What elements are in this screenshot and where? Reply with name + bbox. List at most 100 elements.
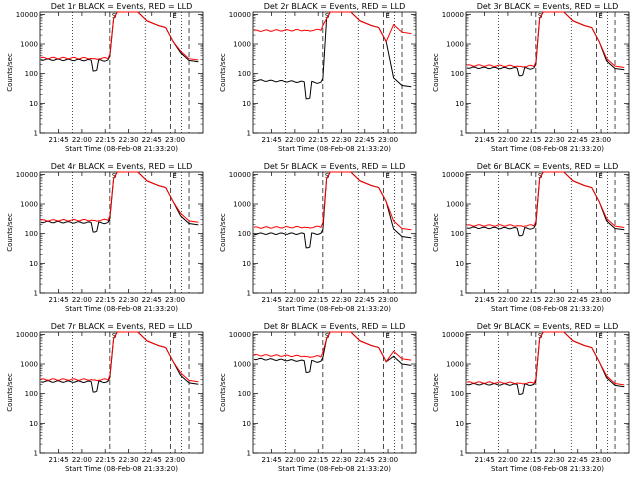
- lld-series-line: [466, 11, 625, 68]
- y-tick-label: 1: [247, 290, 251, 298]
- x-tick-label: 23:00: [378, 136, 398, 144]
- annotation-label: E: [598, 332, 602, 340]
- events-series-line: [253, 11, 412, 100]
- chart-panel: Det 3r BLACK = Events, RED = LLD 1 10 100 10…: [432, 2, 630, 153]
- chart-title: Det 9r BLACK = Events, RED = LLD: [477, 322, 619, 331]
- x-tick-label: 22:00: [498, 136, 518, 144]
- x-tick-label: 22:15: [521, 136, 541, 144]
- y-tick-label: 1: [460, 450, 464, 458]
- x-tick-label: 22:30: [544, 296, 564, 304]
- y-tick-label: 1: [247, 130, 251, 138]
- chart-title: Det 4r BLACK = Events, RED = LLD: [51, 162, 193, 171]
- annotation-label: S: [538, 332, 543, 340]
- x-tick-label: 22:30: [544, 136, 564, 144]
- x-tick-label: 22:45: [355, 136, 375, 144]
- events-series-line: [466, 331, 625, 395]
- x-tick-label: 22:30: [118, 456, 138, 464]
- y-tick-label: 1: [460, 130, 464, 138]
- y-axis-label: Counts/sec: [432, 53, 440, 92]
- x-tick-label: 22:45: [568, 456, 588, 464]
- plot-frame: [252, 331, 417, 454]
- x-axis-label: Start Time (08-Feb-08 21:33:20): [491, 145, 604, 153]
- x-axis-label: Start Time (08-Feb-08 21:33:20): [278, 465, 391, 473]
- x-tick-label: 22:45: [568, 136, 588, 144]
- x-tick-label: 22:15: [308, 136, 328, 144]
- x-tick-label: 21:45: [475, 136, 495, 144]
- x-tick-label: 22:15: [308, 296, 328, 304]
- y-tick-label: 1000: [446, 201, 464, 209]
- y-tick-label: 100: [238, 70, 251, 78]
- y-tick-label: 10000: [229, 171, 251, 179]
- y-tick-label: 10: [29, 420, 38, 428]
- x-tick-label: 21:45: [49, 296, 69, 304]
- x-axis-label: Start Time (08-Feb-08 21:33:20): [491, 305, 604, 313]
- x-tick-label: 22:15: [95, 456, 115, 464]
- annotation-label: E: [598, 172, 602, 180]
- events-series-line: [40, 11, 199, 72]
- y-axis-label: Counts/sec: [219, 373, 227, 412]
- y-tick-label: 10000: [442, 331, 464, 339]
- lld-series-line: [40, 171, 199, 223]
- y-tick-label: 10000: [442, 171, 464, 179]
- y-tick-label: 10: [242, 420, 251, 428]
- y-tick-label: 1000: [446, 361, 464, 369]
- chart-title: Det 3r BLACK = Events, RED = LLD: [477, 2, 619, 11]
- y-tick-label: 10000: [229, 11, 251, 19]
- chart-title: Det 6r BLACK = Events, RED = LLD: [477, 162, 619, 171]
- plot-frame: [465, 331, 630, 454]
- y-tick-label: 100: [238, 230, 251, 238]
- plot-frame: [39, 331, 204, 454]
- x-tick-label: 21:45: [475, 296, 495, 304]
- x-tick-label: 23:00: [165, 456, 185, 464]
- lld-series-line: [253, 171, 412, 231]
- events-series-line: [253, 171, 412, 249]
- y-tick-label: 10: [242, 260, 251, 268]
- x-tick-label: 22:00: [285, 136, 305, 144]
- y-tick-label: 10000: [442, 11, 464, 19]
- y-tick-label: 10000: [16, 171, 38, 179]
- chart-panel: Det 5r BLACK = Events, RED = LLD 1 10 100 10…: [219, 162, 417, 313]
- chart-panel: Det 1r BLACK = Events, RED = LLD 1 10 100 10…: [6, 2, 204, 153]
- y-tick-label: 100: [25, 230, 38, 238]
- y-tick-label: 1: [34, 130, 38, 138]
- plot-frame: [465, 171, 630, 294]
- x-tick-label: 22:00: [285, 456, 305, 464]
- y-tick-label: 1000: [20, 201, 38, 209]
- lld-series-line: [253, 331, 412, 363]
- y-tick-label: 10: [29, 100, 38, 108]
- y-tick-label: 100: [451, 230, 464, 238]
- x-tick-label: 23:00: [378, 456, 398, 464]
- annotation-label: S: [325, 12, 330, 20]
- lld-series-line: [40, 11, 199, 61]
- y-axis-label: Counts/sec: [219, 213, 227, 252]
- y-axis-label: Counts/sec: [432, 373, 440, 412]
- x-tick-label: 22:30: [331, 456, 351, 464]
- chart-title: Det 2r BLACK = Events, RED = LLD: [264, 2, 406, 11]
- annotation-label: E: [598, 12, 602, 20]
- chart-title: Det 5r BLACK = Events, RED = LLD: [264, 162, 406, 171]
- chart-panel: Det 7r BLACK = Events, RED = LLD 1 10 100 10…: [6, 322, 204, 473]
- plot-frame: [252, 171, 417, 294]
- x-tick-label: 22:00: [498, 456, 518, 464]
- plot-frame: [39, 11, 204, 134]
- y-tick-label: 1000: [20, 41, 38, 49]
- chart-panel: Det 9r BLACK = Events, RED = LLD 1 10 100 10…: [432, 322, 630, 473]
- chart-title: Det 7r BLACK = Events, RED = LLD: [51, 322, 193, 331]
- x-tick-label: 22:15: [95, 296, 115, 304]
- x-tick-label: 22:00: [498, 296, 518, 304]
- annotation-label: E: [385, 172, 389, 180]
- x-tick-label: 22:45: [142, 136, 162, 144]
- x-tick-label: 21:45: [475, 456, 495, 464]
- y-tick-label: 1: [460, 290, 464, 298]
- chart-panel: Det 8r BLACK = Events, RED = LLD 1 10 100 10…: [219, 322, 417, 473]
- y-axis-label: Counts/sec: [6, 53, 14, 92]
- annotation-label: E: [172, 332, 176, 340]
- chart-title: Det 1r BLACK = Events, RED = LLD: [51, 2, 193, 11]
- y-tick-label: 10: [455, 260, 464, 268]
- x-tick-label: 22:45: [355, 296, 375, 304]
- plot-frame: [465, 11, 630, 134]
- lld-series-line: [466, 331, 625, 386]
- chart-panel: Det 6r BLACK = Events, RED = LLD 1 10 100 10…: [432, 162, 630, 313]
- y-tick-label: 10000: [16, 11, 38, 19]
